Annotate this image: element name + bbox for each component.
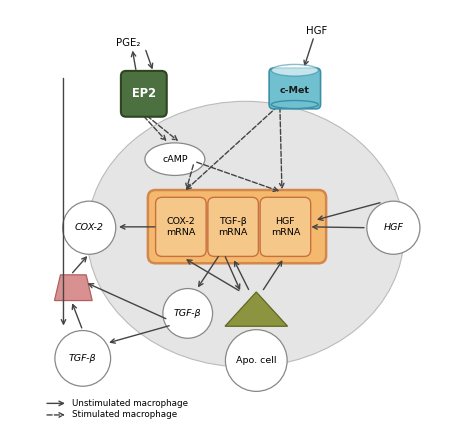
Ellipse shape bbox=[145, 143, 205, 175]
Text: Unstimulated macrophage: Unstimulated macrophage bbox=[72, 399, 188, 408]
FancyBboxPatch shape bbox=[208, 197, 258, 256]
Text: HGF: HGF bbox=[383, 223, 403, 232]
Text: TGF-β: TGF-β bbox=[69, 354, 97, 363]
FancyBboxPatch shape bbox=[260, 197, 310, 256]
Text: Apo. cell: Apo. cell bbox=[236, 356, 276, 365]
Circle shape bbox=[55, 331, 110, 386]
FancyBboxPatch shape bbox=[269, 68, 320, 109]
Text: TGF-β: TGF-β bbox=[174, 309, 201, 318]
Text: EP2: EP2 bbox=[132, 87, 156, 100]
Ellipse shape bbox=[271, 101, 319, 108]
Text: Stimulated macrophage: Stimulated macrophage bbox=[72, 411, 177, 419]
Text: HGF
mRNA: HGF mRNA bbox=[271, 217, 300, 237]
Ellipse shape bbox=[87, 101, 404, 367]
Text: cAMP: cAMP bbox=[162, 155, 188, 164]
Text: COX-2
mRNA: COX-2 mRNA bbox=[166, 217, 196, 237]
Text: COX-2: COX-2 bbox=[75, 223, 104, 232]
Polygon shape bbox=[225, 292, 288, 326]
Circle shape bbox=[367, 201, 420, 254]
FancyBboxPatch shape bbox=[121, 71, 167, 117]
Text: HGF: HGF bbox=[306, 26, 327, 36]
Text: c-Met: c-Met bbox=[280, 86, 310, 95]
FancyBboxPatch shape bbox=[155, 197, 206, 256]
Text: TGF-β
mRNA: TGF-β mRNA bbox=[219, 217, 248, 237]
Circle shape bbox=[63, 201, 116, 254]
Circle shape bbox=[226, 330, 287, 391]
FancyBboxPatch shape bbox=[148, 190, 326, 263]
Text: PGE₂: PGE₂ bbox=[116, 39, 140, 49]
Polygon shape bbox=[55, 275, 92, 301]
Ellipse shape bbox=[271, 64, 319, 76]
Circle shape bbox=[163, 289, 212, 338]
